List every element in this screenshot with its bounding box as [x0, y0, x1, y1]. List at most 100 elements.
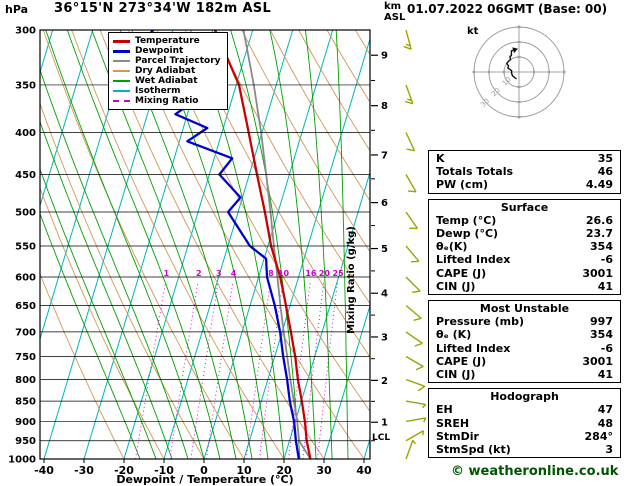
svg-text:550: 550: [15, 241, 36, 252]
svg-text:3: 3: [216, 269, 222, 278]
table-row: CAPE (J) 3001: [429, 267, 620, 280]
svg-text:1000: 1000: [8, 455, 36, 466]
row-value: 35: [597, 152, 613, 165]
row-label: Totals Totals: [436, 165, 514, 179]
svg-text:850: 850: [15, 397, 36, 408]
svg-text:750: 750: [15, 352, 36, 363]
svg-text:650: 650: [15, 301, 36, 312]
most-unstable-table: Most Unstable Pressure (mb) 997 θₑ (K) 354 Li…: [428, 300, 621, 384]
svg-text:900: 900: [15, 417, 36, 428]
svg-text:1: 1: [164, 269, 170, 278]
table-row: Pressure (mb) 997: [429, 315, 620, 328]
table-row: Dewp (°C) 23.7: [429, 227, 620, 240]
svg-text:600: 600: [15, 272, 36, 283]
row-value: 3001: [582, 354, 613, 368]
row-value: 4.49: [585, 178, 613, 192]
svg-text:6: 6: [381, 198, 388, 209]
row-label: CAPE (J): [436, 354, 487, 368]
row-value: 46: [597, 165, 613, 179]
legend-line-swatch: [113, 90, 130, 92]
svg-text:5: 5: [381, 244, 388, 255]
row-label: θₑ(K): [436, 240, 468, 254]
legend-item: Isotherm: [113, 86, 221, 96]
svg-text:8: 8: [381, 101, 388, 112]
legend-label: Wet Adiabat: [135, 76, 198, 86]
svg-text:350: 350: [15, 80, 36, 91]
svg-text:4: 4: [231, 269, 237, 278]
hodograph-arrow: [512, 47, 518, 54]
svg-text:1: 1: [381, 418, 388, 429]
row-label: θₑ (K): [436, 328, 472, 342]
svg-text:10: 10: [236, 464, 252, 477]
legend-line-swatch: [113, 39, 130, 43]
svg-text:9: 9: [381, 51, 388, 62]
row-value: 3: [605, 443, 613, 457]
table-title: Most Unstable: [479, 302, 570, 316]
svg-text:25: 25: [333, 269, 345, 278]
hodograph-trace: [505, 49, 517, 80]
table-row: SREH 48: [429, 417, 620, 430]
table-row: StmDir 284°: [429, 430, 620, 443]
svg-text:0: 0: [200, 464, 208, 477]
row-value: 3001: [582, 266, 613, 280]
svg-text:Mixing Ratio (g/kg): Mixing Ratio (g/kg): [346, 226, 357, 334]
svg-text:3: 3: [381, 332, 388, 343]
svg-text:-10: -10: [154, 464, 174, 477]
svg-text:800: 800: [15, 375, 36, 386]
svg-text:30: 30: [316, 464, 332, 477]
km-axis-unit-line1: km: [384, 1, 402, 12]
svg-text:-20: -20: [114, 464, 134, 477]
legend-item: Temperature: [113, 36, 221, 46]
row-label: Temp (°C): [436, 213, 497, 227]
svg-text:40: 40: [356, 464, 372, 477]
svg-text:500: 500: [15, 208, 36, 219]
legend-item: Wet Adiabat: [113, 76, 221, 86]
row-label: K: [436, 152, 445, 165]
legend-label: Parcel Trajectory: [135, 56, 221, 66]
row-label: CIN (J): [436, 279, 476, 293]
legend-item: Parcel Trajectory: [113, 56, 221, 66]
row-value: 48: [597, 416, 613, 430]
legend-label: Temperature: [135, 36, 200, 46]
row-label: StmSpd (kt): [436, 443, 511, 457]
table-row: Temp (°C) 26.6: [429, 214, 620, 227]
legend-line-swatch: [113, 60, 130, 62]
svg-text:4: 4: [381, 289, 388, 300]
station-title: 36°15'N 273°34'W 182m ASL: [54, 1, 272, 16]
legend-line-swatch: [113, 49, 130, 53]
pressure-axis-unit: hPa: [5, 3, 29, 16]
row-value: 354: [590, 240, 613, 254]
legend-item: Dry Adiabat: [113, 66, 221, 76]
legend: Temperature Dewpoint Parcel Trajectory Dry …: [108, 32, 228, 110]
svg-text:450: 450: [15, 170, 36, 181]
table-row: CIN (J) 41: [429, 368, 620, 381]
row-label: SREH: [436, 416, 470, 430]
svg-text:LCL: LCL: [372, 433, 390, 443]
legend-label: Dry Adiabat: [135, 66, 196, 76]
svg-text:7: 7: [381, 150, 388, 161]
svg-text:8: 8: [268, 269, 274, 278]
legend-label: Mixing Ratio: [135, 96, 199, 106]
svg-text:400: 400: [15, 128, 36, 139]
svg-text:2: 2: [381, 376, 388, 387]
credit-link[interactable]: © weatheronline.co.uk: [451, 464, 619, 479]
svg-text:2: 2: [196, 269, 202, 278]
table-row: θₑ (K) 354: [429, 328, 620, 341]
svg-text:20: 20: [319, 269, 331, 278]
table-title: Surface: [500, 200, 549, 214]
legend-line-swatch: [113, 100, 130, 102]
table-row: Lifted Index -6: [429, 342, 620, 355]
svg-text:16: 16: [305, 269, 317, 278]
row-value: 41: [597, 368, 613, 382]
svg-text:20: 20: [276, 464, 292, 477]
svg-text:20: 20: [490, 86, 502, 98]
surface-table: Surface Temp (°C) 26.6 Dewp (°C) 23.7 θₑ(K) 35…: [428, 198, 621, 296]
row-label: CIN (J): [436, 368, 476, 382]
table-row: Lifted Index -6: [429, 253, 620, 266]
row-label: PW (cm): [436, 178, 489, 192]
svg-text:300: 300: [15, 26, 36, 37]
row-value: 41: [597, 279, 613, 293]
row-value: 26.6: [585, 213, 613, 227]
